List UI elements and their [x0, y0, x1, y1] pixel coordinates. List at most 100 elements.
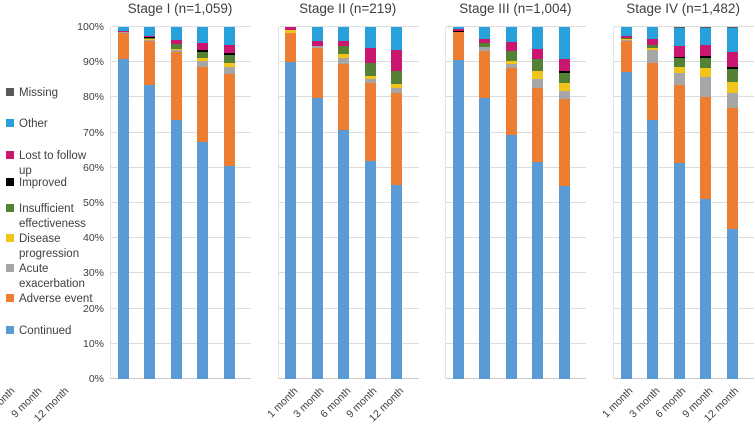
segment-adverse-event: [224, 74, 235, 166]
bar-3-month: [647, 27, 658, 379]
segment-insufficient-effectiveness: [171, 44, 182, 49]
segment-acute-exacerbation: [559, 91, 570, 99]
bar-6-month: [674, 27, 685, 379]
segment-disease-progression: [700, 68, 711, 76]
segment-other: [559, 27, 570, 59]
y-tick-label: 60%: [58, 162, 104, 174]
segment-disease-progression: [171, 49, 182, 50]
legend-swatch-icon: [6, 204, 14, 212]
segment-missing: [727, 27, 738, 28]
segment-continued: [674, 163, 685, 379]
segment-continued: [506, 135, 517, 379]
segment-acute-exacerbation: [647, 50, 658, 63]
segment-disease-progression: [647, 48, 658, 50]
segment-adverse-event: [453, 31, 464, 60]
segment-disease-progression: [224, 63, 235, 67]
segment-other: [171, 27, 182, 40]
segment-adverse-event: [479, 51, 490, 99]
segment-continued: [559, 186, 570, 379]
segment-acute-exacerbation: [727, 93, 738, 108]
legend-item-improved: Improved: [6, 176, 102, 191]
panel-title: Stage IV (n=1,482): [599, 1, 755, 16]
plot-area: [445, 27, 586, 379]
y-tick-label: 100%: [58, 21, 104, 33]
segment-adverse-event: [365, 83, 376, 162]
plot-area: [110, 27, 251, 379]
segment-other: [506, 27, 517, 42]
segment-disease-progression: [391, 84, 402, 89]
segment-lost-to-follow-up: [171, 40, 182, 44]
segment-continued: [391, 185, 402, 379]
segment-lost-to-follow-up: [365, 48, 376, 63]
segment-other: [727, 28, 738, 52]
segment-other: [532, 27, 543, 49]
segment-adverse-event: [285, 33, 296, 62]
segment-lost-to-follow-up: [144, 36, 155, 37]
segment-lost-to-follow-up: [312, 41, 323, 46]
bar-12-month: [224, 27, 235, 379]
segment-continued: [118, 59, 129, 379]
segment-improved: [197, 50, 208, 52]
segment-insufficient-effectiveness: [674, 58, 685, 68]
segment-continued: [621, 72, 632, 379]
plot-area: [613, 27, 754, 379]
segment-acute-exacerbation: [312, 46, 323, 48]
segment-disease-progression: [727, 82, 738, 94]
legend-swatch-icon: [6, 178, 14, 186]
segment-insufficient-effectiveness: [647, 45, 658, 47]
legend-swatch-icon: [6, 234, 14, 242]
segment-insufficient-effectiveness: [532, 59, 543, 71]
legend-swatch-icon: [6, 294, 14, 302]
segment-improved: [727, 67, 738, 69]
segment-disease-progression: [338, 54, 349, 57]
segment-insufficient-effectiveness: [391, 71, 402, 84]
segment-other: [224, 27, 235, 45]
segment-insufficient-effectiveness: [559, 73, 570, 83]
bar-6-month: [171, 27, 182, 379]
bar-9-month: [197, 27, 208, 379]
bar-12-month: [391, 27, 402, 379]
segment-continued: [144, 85, 155, 379]
legend-swatch-icon: [6, 88, 14, 96]
segment-lost-to-follow-up: [621, 36, 632, 38]
segment-adverse-event: [506, 68, 517, 135]
legend-label: Improved: [19, 176, 97, 191]
segment-insufficient-effectiveness: [621, 38, 632, 39]
bar-9-month: [365, 27, 376, 379]
legend-swatch-icon: [6, 326, 14, 334]
segment-adverse-event: [532, 88, 543, 162]
segment-acute-exacerbation: [621, 40, 632, 42]
segment-continued: [453, 60, 464, 379]
segment-disease-progression: [285, 30, 296, 33]
segment-continued: [285, 62, 296, 379]
legend-swatch-icon: [6, 119, 14, 127]
segment-continued: [224, 166, 235, 379]
panel-title: Stage III (n=1,004): [431, 1, 599, 16]
segment-lost-to-follow-up: [674, 46, 685, 57]
y-tick-label: 70%: [58, 127, 104, 139]
bar-12-month: [559, 27, 570, 379]
y-tick-label: 80%: [58, 91, 104, 103]
segment-improved: [224, 53, 235, 55]
segment-lost-to-follow-up: [700, 45, 711, 56]
bar-12-month: [727, 27, 738, 379]
bar-1-month: [118, 27, 129, 379]
segment-adverse-event: [171, 52, 182, 120]
segment-disease-progression: [365, 76, 376, 79]
segment-improved: [144, 37, 155, 38]
segment-acute-exacerbation: [171, 50, 182, 52]
segment-acute-exacerbation: [391, 88, 402, 93]
segment-adverse-event: [621, 41, 632, 71]
segment-continued: [647, 120, 658, 379]
segment-insufficient-effectiveness: [727, 69, 738, 81]
legend-swatch-icon: [6, 264, 14, 272]
segment-other: [391, 27, 402, 50]
segment-other: [338, 27, 349, 41]
y-tick-label: 30%: [58, 267, 104, 279]
segment-insufficient-effectiveness: [197, 52, 208, 58]
segment-insufficient-effectiveness: [224, 55, 235, 63]
y-tick-label: 0%: [58, 373, 104, 385]
